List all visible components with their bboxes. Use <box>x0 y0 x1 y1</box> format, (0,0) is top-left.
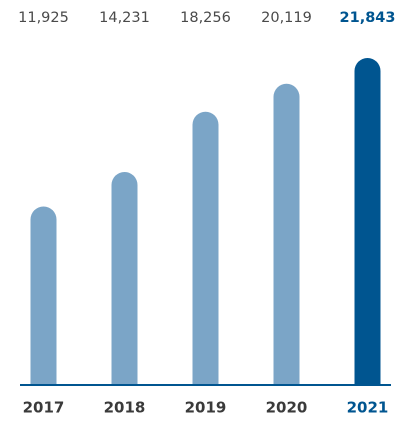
bar <box>273 83 300 386</box>
value-label: 11,925 <box>18 10 69 26</box>
bar <box>111 171 138 385</box>
x-tick-label: 2019 <box>185 399 227 417</box>
x-tick-label: 2018 <box>104 399 146 417</box>
x-tick-label: 2020 <box>266 399 308 417</box>
value-label: 20,119 <box>261 10 312 26</box>
bar <box>192 111 219 385</box>
bar <box>354 58 381 386</box>
value-label: 14,231 <box>99 10 150 26</box>
value-label: 21,843 <box>340 10 396 26</box>
bar <box>30 206 57 385</box>
value-label: 18,256 <box>180 10 231 26</box>
x-tick-label: 2017 <box>23 399 65 417</box>
x-tick-label: 2021 <box>347 399 389 417</box>
